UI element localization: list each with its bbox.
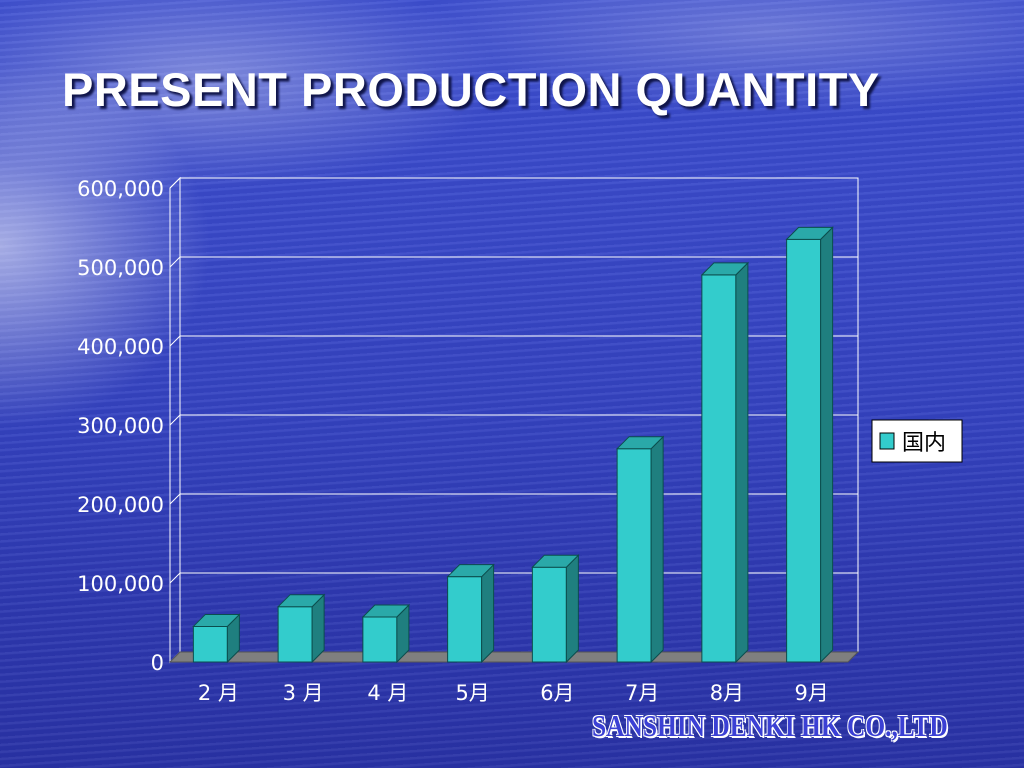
bar: [615, 435, 665, 664]
y-tick-label: 600,000: [77, 177, 164, 201]
bar-front-face: [192, 625, 228, 663]
x-tick-label: 5月: [455, 681, 489, 705]
chart-floor: [168, 651, 860, 663]
floor-plane: [168, 651, 860, 663]
bar-top-face: [785, 226, 834, 240]
bar-top-face: [531, 554, 580, 568]
bars: [192, 226, 834, 664]
slide-title: PRESENT PRODUCTION QUANTITY: [62, 63, 880, 116]
x-tick-label: 6月: [540, 681, 574, 705]
bar-side-face: [481, 563, 495, 664]
bar: [531, 553, 580, 664]
bar-front-face: [531, 566, 567, 663]
y-tick-label: 0: [151, 651, 164, 675]
x-axis-tick-labels: 2 月 3 月 4 月 5月 6月 7月 8月 9月: [198, 681, 829, 705]
gridlines: [169, 177, 858, 584]
bar: [276, 593, 326, 664]
bar-front-face: [447, 576, 483, 663]
x-tick-label: 3 月: [283, 681, 324, 705]
y-tick-label: 500,000: [77, 256, 164, 280]
bar-top-face: [615, 436, 665, 450]
bar-side-face: [650, 435, 664, 664]
x-tick-label: 8月: [710, 681, 744, 705]
bar: [700, 261, 750, 664]
plot-frame: [169, 176, 859, 664]
legend: 国内: [871, 419, 963, 463]
bar-side-face: [565, 553, 579, 664]
gridline-side: [169, 414, 181, 426]
x-tick-label: 2 月: [198, 681, 239, 705]
x-tick-label: 4 月: [367, 681, 408, 705]
bar-top-face: [700, 262, 750, 276]
bar-top-face: [361, 604, 411, 618]
bar-top-face: [446, 564, 495, 578]
gridline-side: [169, 177, 181, 189]
y-tick-label: 300,000: [77, 414, 164, 438]
y-tick-label: 400,000: [77, 335, 164, 359]
bar: [192, 613, 241, 664]
bar: [785, 226, 834, 664]
legend-swatch: [879, 432, 895, 450]
gridline-side: [169, 335, 181, 347]
gridline-side: [169, 493, 181, 505]
bar-front-face: [701, 274, 737, 663]
legend-label: 国内: [902, 431, 946, 456]
bar-front-face: [786, 238, 822, 663]
bar-front-face: [362, 616, 398, 663]
y-axis-tick-labels: 0 100,000 200,000 300,000 400,000 500,000 600,…: [77, 177, 164, 675]
y-tick-label: 200,000: [77, 493, 164, 517]
gridline-side: [169, 256, 181, 268]
bar-side-face: [735, 261, 749, 664]
bar-top-face: [276, 594, 326, 608]
bar-front-face: [277, 606, 313, 663]
company-name: SANSHIN DENKI HK CO.,LTD: [592, 708, 948, 743]
bar: [446, 563, 495, 664]
bar-front-face: [616, 448, 652, 663]
gridline-side: [169, 572, 181, 584]
bar: [361, 603, 411, 664]
bar-top-face: [192, 613, 241, 627]
x-tick-label: 9月: [794, 681, 828, 705]
x-tick-label: 7月: [625, 681, 659, 705]
y-tick-label: 100,000: [77, 572, 164, 596]
bar-side-face: [820, 226, 834, 664]
